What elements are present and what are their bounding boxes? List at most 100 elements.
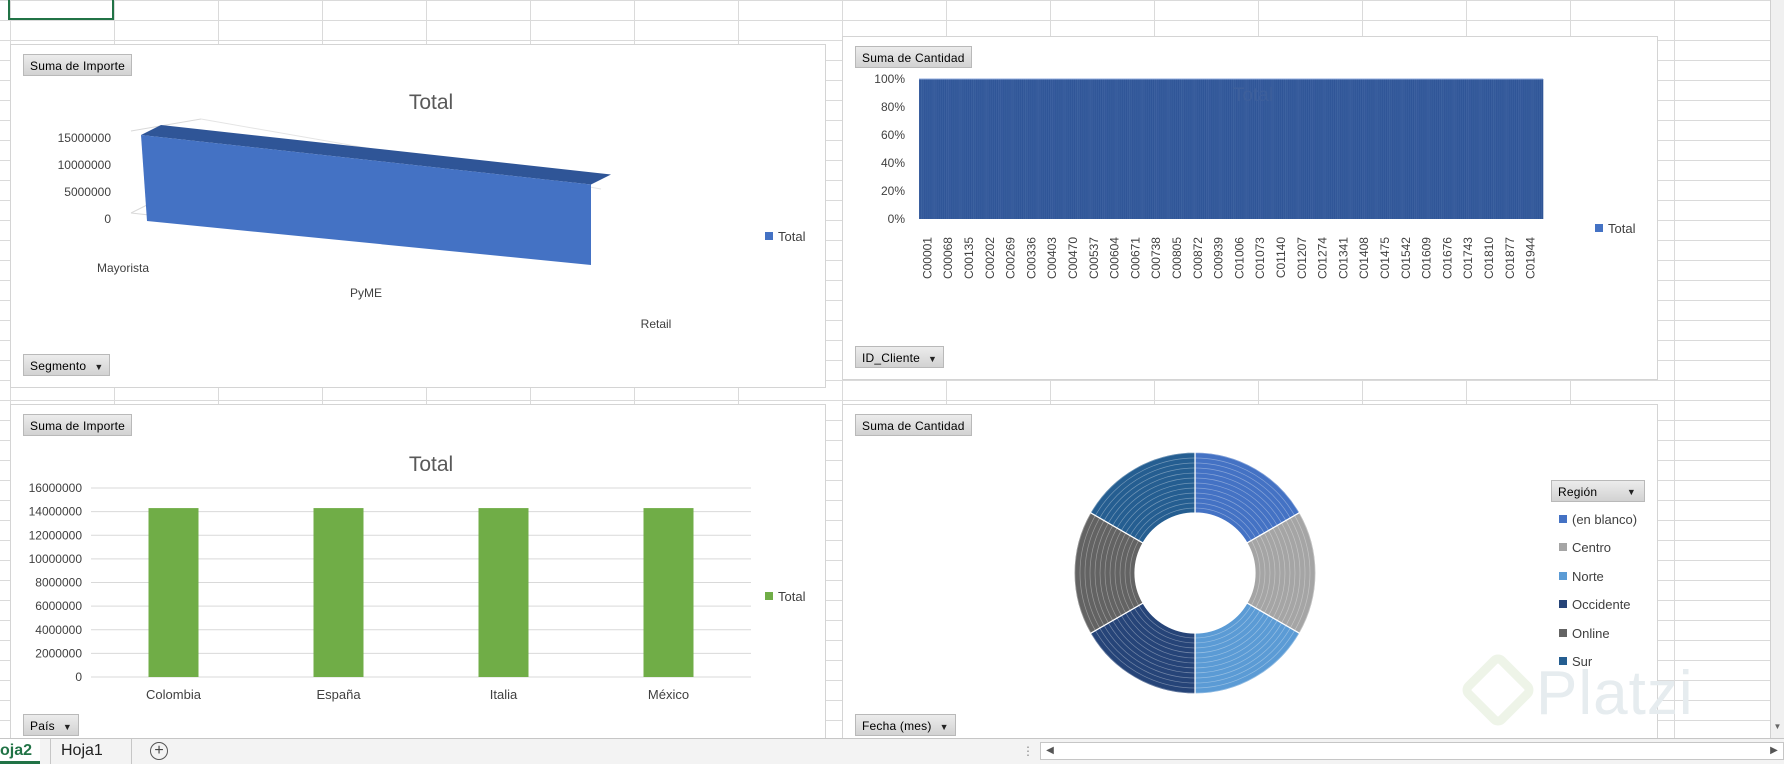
vertical-scrollbar[interactable]: ▼ bbox=[1770, 0, 1784, 738]
x-tick-label: C01810 bbox=[1482, 237, 1496, 279]
bar bbox=[1002, 79, 1004, 219]
bar bbox=[1456, 79, 1459, 219]
bar bbox=[1532, 79, 1534, 219]
bar bbox=[1300, 79, 1303, 219]
bar bbox=[1173, 79, 1176, 219]
legend-item-total[interactable]: Total bbox=[765, 229, 805, 244]
legend-item-region[interactable]: Sur bbox=[1559, 654, 1592, 669]
bar bbox=[1539, 79, 1542, 219]
chart-segmento-panel[interactable]: Suma de Importe Total 15000000 10000000 50… bbox=[10, 44, 826, 388]
bar bbox=[1206, 79, 1208, 219]
bar bbox=[1225, 79, 1228, 219]
scroll-down-icon[interactable]: ▼ bbox=[1773, 722, 1782, 731]
bar bbox=[1325, 79, 1327, 219]
bar bbox=[1245, 79, 1247, 219]
bar bbox=[1318, 79, 1320, 219]
bar bbox=[1182, 79, 1184, 219]
bar bbox=[1368, 79, 1370, 219]
bar bbox=[1021, 79, 1024, 219]
selected-cell[interactable] bbox=[8, 0, 114, 20]
bar bbox=[942, 79, 945, 219]
bar bbox=[1443, 79, 1445, 219]
bar bbox=[1430, 79, 1433, 219]
ring-separator bbox=[1094, 472, 1296, 674]
y-tick-label: 10000000 bbox=[58, 158, 112, 172]
chart-region-panel[interactable]: Suma de Cantidad Región ▼ (en blanco) Cent… bbox=[842, 404, 1658, 740]
bar bbox=[1435, 79, 1438, 219]
bar bbox=[951, 79, 953, 219]
bar bbox=[1027, 79, 1029, 219]
bar bbox=[991, 79, 994, 219]
bar bbox=[1511, 79, 1514, 219]
bar bbox=[1387, 79, 1389, 219]
chart-pais-panel[interactable]: Suma de Importe Total 16000000 14000000 12… bbox=[10, 404, 826, 740]
bar bbox=[1454, 79, 1456, 219]
pais-field-button[interactable]: País ▼ bbox=[23, 714, 79, 736]
chart-cliente-panel[interactable]: Suma de Cantidad 100% 80% 60% 40% 20% 0% C0000… bbox=[842, 36, 1658, 380]
legend-item-region[interactable]: Centro bbox=[1559, 540, 1611, 555]
value-field-button[interactable]: Suma de Importe bbox=[23, 54, 133, 76]
axis-field-label: País bbox=[30, 719, 55, 733]
legend-item-region[interactable]: (en blanco) bbox=[1559, 512, 1637, 527]
bar bbox=[1324, 79, 1326, 219]
bar bbox=[979, 79, 981, 219]
bar bbox=[1287, 79, 1289, 219]
bar bbox=[1289, 79, 1291, 219]
bar bbox=[1478, 79, 1480, 219]
legend-item-region[interactable]: Occidente bbox=[1559, 597, 1631, 612]
bar bbox=[1255, 79, 1258, 219]
horizontal-scrollbar[interactable]: ◀ ▶ bbox=[1040, 742, 1784, 760]
bar bbox=[1326, 79, 1329, 219]
bar bbox=[1240, 79, 1242, 219]
bar bbox=[1465, 79, 1467, 219]
legend-item-region[interactable]: Norte bbox=[1559, 569, 1604, 584]
bar bbox=[1218, 79, 1220, 219]
bar bbox=[1188, 79, 1190, 219]
add-sheet-button[interactable]: + bbox=[150, 742, 168, 760]
segmento-field-button[interactable]: Segmento ▼ bbox=[23, 354, 111, 376]
value-field-button[interactable]: Suma de Importe bbox=[23, 414, 133, 436]
value-field-button[interactable]: Suma de Cantidad bbox=[855, 414, 972, 436]
bar bbox=[955, 79, 957, 219]
legend-item-region[interactable]: Online bbox=[1559, 626, 1610, 641]
bar bbox=[924, 79, 926, 219]
region-field-button[interactable]: Región ▼ bbox=[1551, 480, 1645, 502]
bar bbox=[993, 79, 996, 219]
bar bbox=[1530, 79, 1532, 219]
bar bbox=[1394, 79, 1396, 219]
legend-item-total[interactable]: Total bbox=[765, 589, 805, 604]
bar bbox=[1140, 79, 1142, 219]
bar bbox=[1052, 79, 1054, 219]
bar bbox=[938, 79, 941, 219]
bar bbox=[1078, 79, 1080, 219]
x-tick-label: C00939 bbox=[1212, 237, 1226, 279]
bar bbox=[1355, 79, 1358, 219]
tab-split-handle[interactable]: ⋮ bbox=[1022, 744, 1034, 758]
bar bbox=[1149, 79, 1152, 219]
fecha-field-button[interactable]: Fecha (mes) ▼ bbox=[855, 714, 956, 736]
scroll-right-icon[interactable]: ▶ bbox=[1770, 745, 1778, 756]
legend-item-total[interactable]: Total bbox=[1595, 221, 1635, 236]
bar bbox=[1168, 79, 1170, 219]
bar bbox=[1157, 79, 1159, 219]
bar bbox=[1013, 79, 1015, 219]
chevron-down-icon: ▼ bbox=[939, 722, 949, 732]
bar bbox=[963, 79, 966, 219]
bar bbox=[1447, 79, 1449, 219]
tab-hoja2[interactable]: oja2 bbox=[0, 739, 40, 764]
bar bbox=[1293, 79, 1295, 219]
tab-hoja1[interactable]: Hoja1 bbox=[50, 739, 132, 764]
bar bbox=[1015, 79, 1018, 219]
y-tick-label: 10000000 bbox=[29, 552, 83, 566]
scroll-left-icon[interactable]: ◀ bbox=[1046, 745, 1054, 756]
bar bbox=[1217, 79, 1219, 219]
value-field-button[interactable]: Suma de Cantidad bbox=[855, 46, 972, 68]
bar bbox=[956, 79, 958, 219]
bar bbox=[1442, 79, 1444, 219]
bar bbox=[1059, 79, 1061, 219]
bar bbox=[1163, 79, 1165, 219]
bar bbox=[1138, 79, 1140, 219]
id-cliente-field-button[interactable]: ID_Cliente ▼ bbox=[855, 346, 945, 368]
bar bbox=[985, 79, 987, 219]
ring-separator bbox=[1074, 452, 1316, 694]
